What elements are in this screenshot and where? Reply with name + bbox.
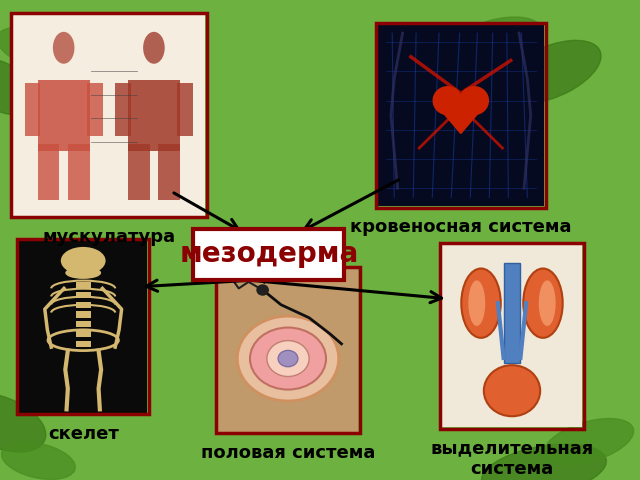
- Bar: [38, 80, 90, 151]
- Bar: [158, 144, 180, 200]
- Bar: [76, 321, 91, 327]
- Ellipse shape: [456, 17, 542, 60]
- Ellipse shape: [461, 268, 500, 338]
- Text: половая система: половая система: [201, 444, 375, 462]
- FancyBboxPatch shape: [193, 229, 344, 280]
- Ellipse shape: [459, 86, 489, 115]
- Bar: [25, 83, 40, 136]
- Ellipse shape: [237, 316, 339, 401]
- Text: мезодерма: мезодерма: [179, 240, 358, 268]
- Ellipse shape: [500, 40, 601, 104]
- Bar: [38, 144, 60, 200]
- Bar: [504, 263, 520, 363]
- Bar: [378, 24, 544, 206]
- Ellipse shape: [143, 32, 164, 64]
- Ellipse shape: [256, 284, 269, 296]
- Ellipse shape: [250, 327, 326, 390]
- Bar: [76, 312, 91, 317]
- Bar: [128, 80, 180, 151]
- Ellipse shape: [0, 27, 67, 69]
- Bar: [76, 341, 91, 347]
- Ellipse shape: [484, 365, 540, 416]
- Bar: [68, 144, 90, 200]
- Bar: [76, 282, 91, 288]
- Bar: [115, 83, 131, 136]
- Bar: [76, 331, 91, 337]
- Bar: [87, 83, 102, 136]
- Ellipse shape: [1, 442, 76, 480]
- Ellipse shape: [65, 267, 101, 279]
- Ellipse shape: [482, 444, 606, 480]
- Bar: [76, 272, 91, 278]
- Bar: [218, 269, 358, 432]
- Ellipse shape: [53, 32, 74, 64]
- Bar: [13, 14, 205, 216]
- Bar: [19, 240, 147, 413]
- Ellipse shape: [433, 86, 463, 115]
- Bar: [76, 292, 91, 298]
- Bar: [442, 245, 582, 427]
- Ellipse shape: [524, 268, 563, 338]
- Bar: [76, 301, 91, 308]
- Bar: [128, 144, 150, 200]
- Bar: [177, 83, 193, 136]
- Ellipse shape: [0, 393, 46, 452]
- Text: мускулатура: мускулатура: [42, 228, 175, 246]
- Ellipse shape: [544, 419, 634, 465]
- Polygon shape: [436, 104, 486, 133]
- Text: выделительная
система: выделительная система: [430, 439, 594, 478]
- Ellipse shape: [0, 58, 38, 115]
- Ellipse shape: [468, 280, 485, 326]
- Text: скелет: скелет: [48, 425, 118, 443]
- Ellipse shape: [267, 341, 309, 376]
- Ellipse shape: [278, 350, 298, 367]
- Ellipse shape: [539, 280, 556, 326]
- Text: кровеносная система: кровеносная система: [350, 218, 572, 236]
- Ellipse shape: [61, 247, 106, 275]
